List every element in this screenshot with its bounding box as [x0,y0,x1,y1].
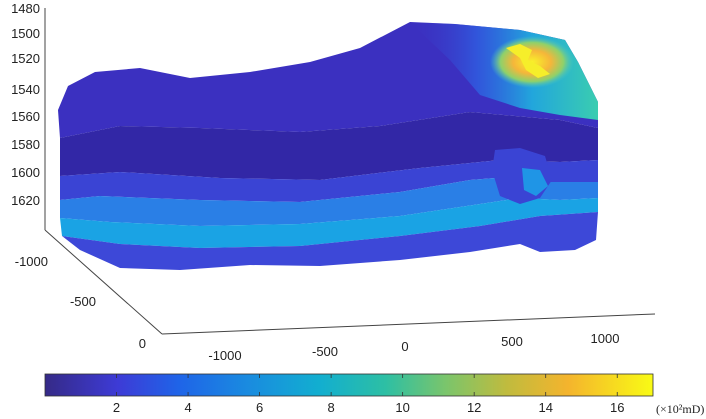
reservoir-body [58,22,598,270]
y-axis-line [44,229,163,335]
body-bottom-layer [62,212,598,270]
body-band-mid [60,160,598,202]
x-tick-label: -500 [312,344,338,359]
z-tick-label: 1500 [11,26,40,41]
colorbar-tick-label: 12 [467,400,481,415]
z-tick-label: 1480 [11,1,40,16]
x-tick-label: 500 [501,334,523,349]
colorbar-tick-label: 2 [113,400,120,415]
x-axis-line [161,313,656,335]
axes-frame [44,8,656,335]
z-tick-label: 1560 [11,109,40,124]
z-tick-label: 1620 [11,193,40,208]
colorbar-unit-label: (×10²mD) [656,402,704,416]
z-tick-label: 1580 [11,137,40,152]
colorbar-tick-label: 6 [256,400,263,415]
z-tick-label: 1520 [11,51,40,66]
x-tick-label: -1000 [208,348,241,363]
x-tick-label: 1000 [591,331,620,346]
x-tick-label: 0 [401,339,408,354]
body-band-cyan [60,198,598,248]
z-tick-label: 1540 [11,82,40,97]
fault-block-highlight [522,168,548,196]
body-band-blue [60,176,598,226]
z-axis-ticks: 1480 1500 1520 1540 1560 1580 1600 1620 [11,1,40,208]
z-tick-label: 1600 [11,165,40,180]
colorbar-ticks: 2 4 6 8 10 12 14 16 [113,374,624,415]
y-axis-ticks: -1000 -500 0 [15,254,146,351]
colorbar-tick-label: 8 [328,400,335,415]
colorbar-tick-label: 16 [610,400,624,415]
y-tick-label: -500 [70,294,96,309]
colorbar-tick-label: 14 [538,400,552,415]
colorbar: 2 4 6 8 10 12 14 16 (×10²mD) [44,373,704,416]
x-axis-ticks: -1000 -500 0 500 1000 [208,331,619,363]
colorbar-tick-label: 10 [395,400,409,415]
colorbar-gradient [44,373,654,397]
colorbar-tick-label: 4 [184,400,191,415]
body-band-dark [60,112,598,180]
hotspot-core [506,44,550,78]
y-tick-label: -1000 [15,254,48,269]
y-tick-label: 0 [139,336,146,351]
